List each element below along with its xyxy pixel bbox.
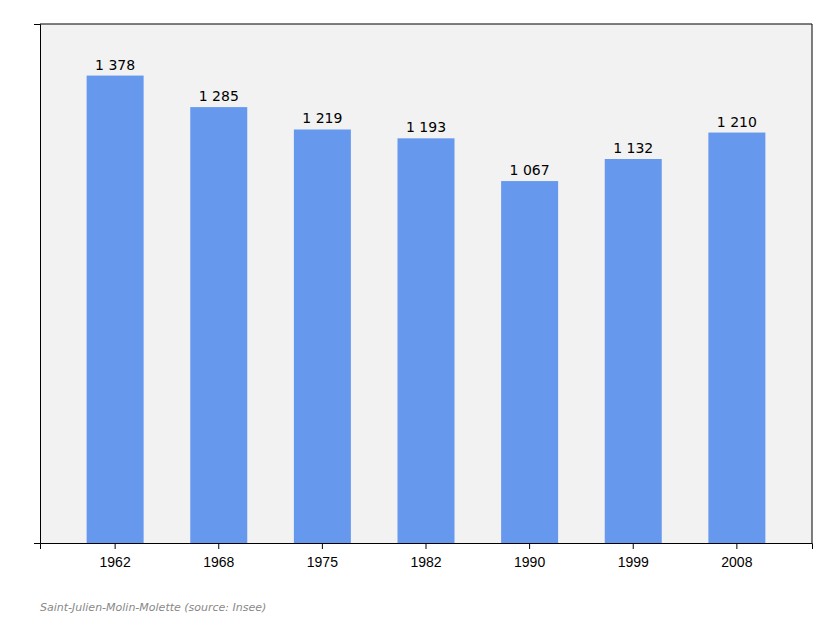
x-tick-label: 1999 [618,554,649,570]
bar [87,76,144,543]
data-label: 1 067 [510,162,550,178]
bars [87,76,766,543]
frame-top [40,24,812,25]
bar [708,133,765,543]
bar [190,107,247,543]
x-tick-label: 1990 [514,554,545,570]
x-tick: 1968 [203,543,234,570]
data-label: 1 285 [199,88,239,104]
x-tick: 2008 [721,543,752,570]
x-tick-mark [322,543,323,549]
x-tick: 1982 [410,543,441,570]
data-label: 1 210 [717,114,757,130]
data-labels: 1 378 1 285 1 219 1 193 1 067 1 132 1 210 [95,57,757,178]
x-tick-mark [115,543,116,549]
x-tick-label: 1982 [410,554,441,570]
x-axis-line [41,544,813,550]
bar [294,129,351,543]
bar [398,138,455,543]
x-tick-label: 1968 [203,554,234,570]
x-tick-label: 1962 [100,554,131,570]
x-tick-mark [426,543,427,549]
x-tick-mark [218,543,219,549]
x-tick-label: 2008 [721,554,752,570]
x-tick-label: 1975 [307,554,338,570]
x-tick: 1975 [307,543,338,570]
y-axis [34,25,41,544]
data-label: 1 378 [95,57,135,73]
y-axis-line [34,25,41,544]
x-tick: 1962 [100,543,131,570]
x-tick-mark [529,543,530,549]
bar [501,181,558,543]
frame-right [812,24,813,543]
x-tick: 1990 [514,543,545,570]
plot-background [40,24,812,543]
data-label: 1 132 [613,140,653,156]
plot: 1 3781 2851 2191 1931 0671 1321 21019621… [34,24,813,570]
x-tick-mark [736,543,737,549]
x-axis: 1962 1968 1975 1982 1990 1999 2008 [41,543,813,570]
chart: 1 3781 2851 2191 1931 0671 1321 21019621… [0,0,840,627]
data-label: 1 193 [406,119,446,135]
data-label: 1 219 [302,110,342,126]
subtitle: Saint-Julien-Molin-Molette (source: Inse… [40,601,266,614]
x-tick-mark [633,543,634,549]
x-tick: 1999 [618,543,649,570]
bar [605,159,662,543]
